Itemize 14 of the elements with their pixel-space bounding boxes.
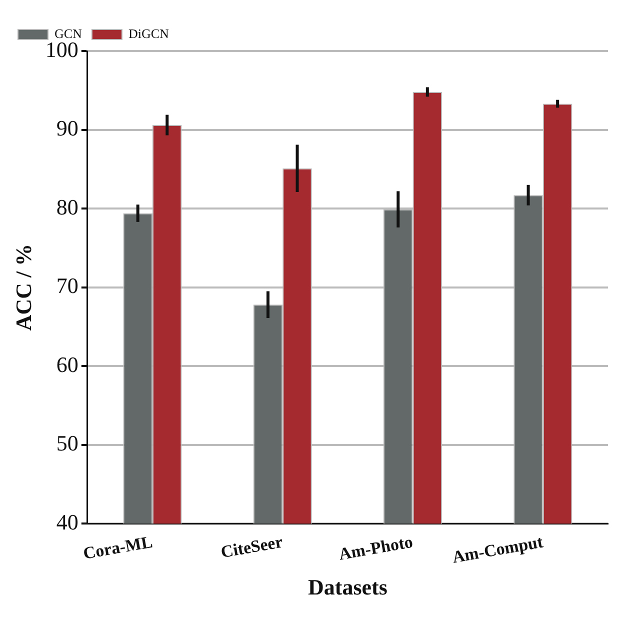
y-axis-title: ACC / % (10, 244, 36, 331)
x-tick-label: Am-Comput (450, 532, 545, 567)
x-tick-label: Cora-ML (82, 532, 154, 564)
y-tick-label: 70 (56, 273, 78, 298)
y-tick-label: 80 (56, 194, 78, 220)
y-tick-label: 50 (56, 430, 78, 456)
y-tick-label: 90 (56, 116, 78, 141)
x-axis-title: Datasets (308, 574, 388, 600)
x-tick-label: Am-Photo (337, 532, 414, 564)
y-tick-label: 40 (56, 509, 78, 534)
y-tick-label: 60 (56, 352, 78, 377)
legend-label: GCN (54, 26, 83, 41)
legend-label: DiGCN (128, 26, 170, 41)
x-tick-label: CiteSeer (219, 532, 285, 562)
